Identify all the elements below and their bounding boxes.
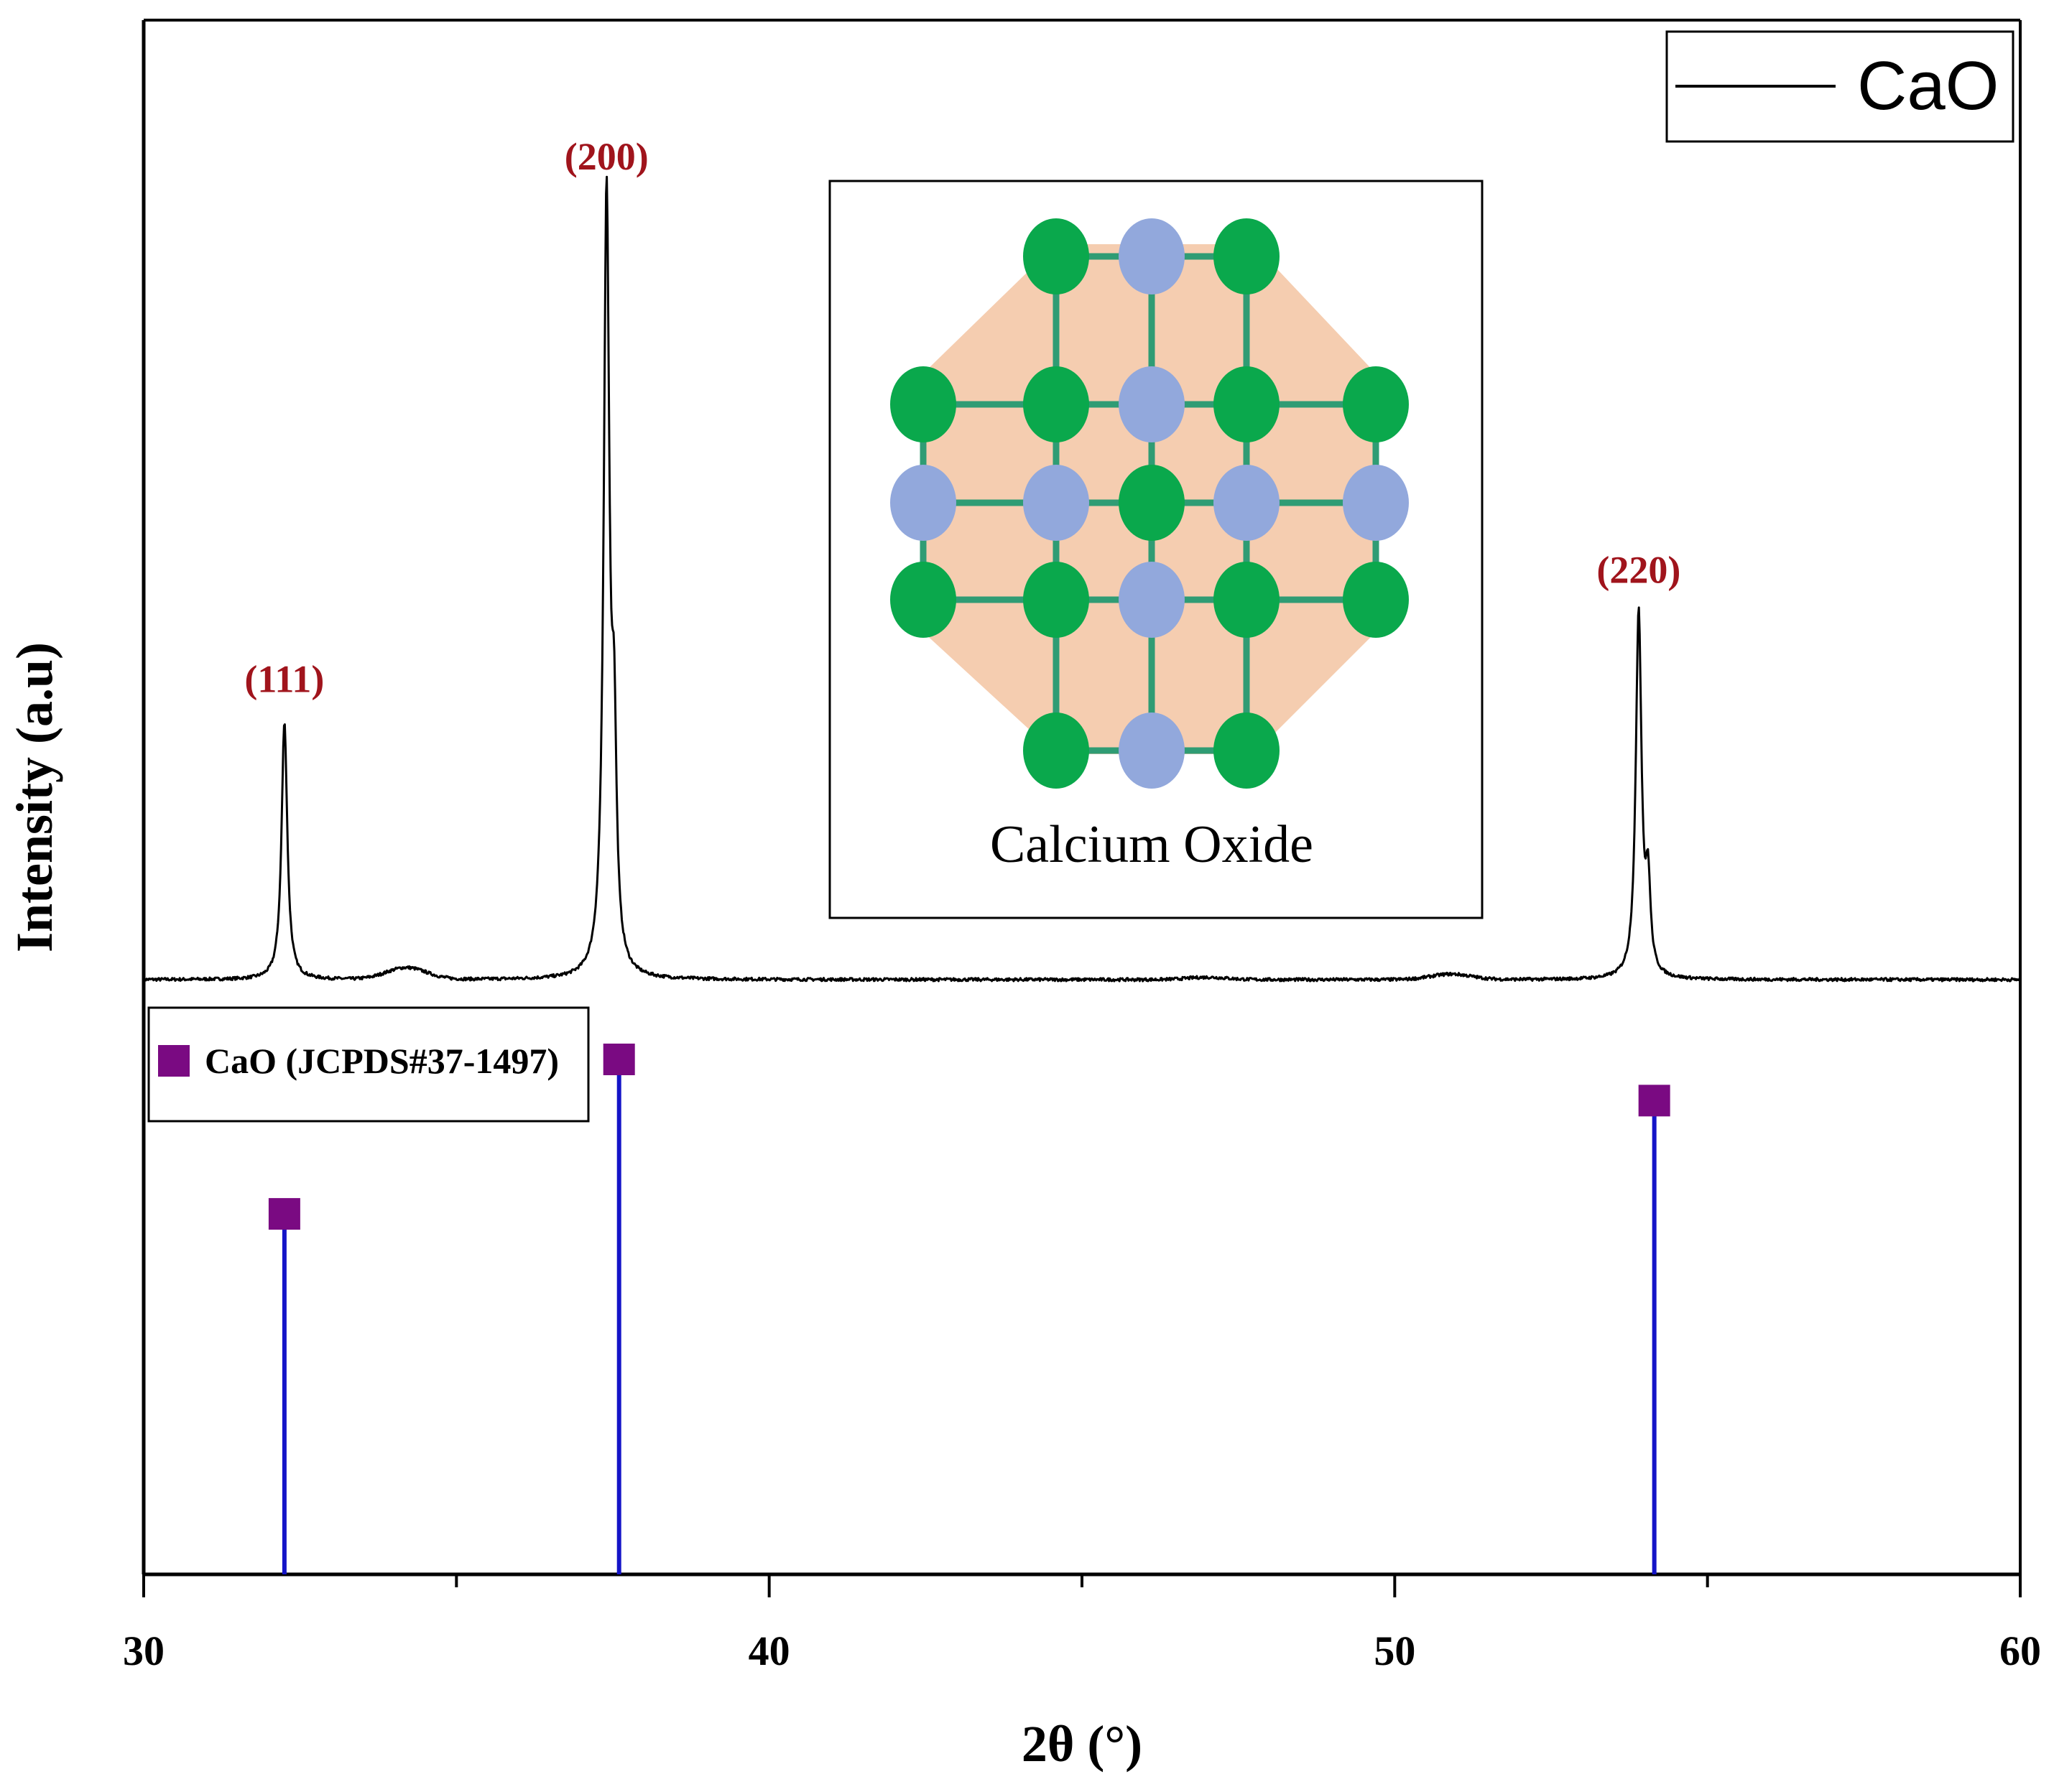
legend-top: CaO — [1665, 30, 2014, 143]
x-tick-labels: 30 40 50 60 — [123, 1628, 2041, 1674]
x-tick-label: 50 — [1374, 1628, 1415, 1674]
peak-label: (111) — [244, 658, 324, 701]
calcium-atom — [1343, 562, 1409, 638]
legend-bottom: CaO (JCPDS#37-1497) — [147, 1006, 590, 1123]
cao-pattern-line — [142, 175, 2022, 983]
oxygen-atom — [1023, 465, 1089, 541]
reference-marker — [603, 1044, 635, 1075]
oxygen-atom — [1119, 562, 1185, 638]
calcium-atom — [1023, 562, 1089, 638]
calcium-atom — [1023, 218, 1089, 294]
x-ticks — [142, 1574, 2022, 1597]
calcium-atom — [890, 366, 956, 442]
calcium-atom — [1343, 366, 1409, 442]
calcium-atom — [1119, 465, 1185, 541]
calcium-atom — [1023, 366, 1089, 442]
calcium-atom — [1213, 366, 1280, 442]
x-tick-label: 60 — [1999, 1628, 2041, 1674]
legend-bottom-label: CaO (JCPDS#37-1497) — [205, 1041, 559, 1081]
oxygen-atom — [1343, 465, 1409, 541]
inset-caption: Calcium Oxide — [990, 815, 1313, 874]
reference-marker — [268, 1198, 300, 1230]
oxygen-atom — [1119, 712, 1185, 789]
oxygen-atom — [1119, 218, 1185, 294]
reference-sticks — [268, 1044, 1670, 1574]
calcium-atom — [1213, 712, 1280, 789]
lattice-inset: Calcium Oxide — [828, 180, 1484, 919]
legend-bottom-frame — [147, 1006, 590, 1123]
oxygen-atom — [890, 465, 956, 541]
oxygen-atom — [1119, 366, 1185, 442]
oxygen-atom — [1213, 465, 1280, 541]
peak-label: (200) — [565, 135, 649, 178]
calcium-atom — [1213, 562, 1280, 638]
legend-top-label: CaO — [1857, 47, 1999, 124]
reference-marker — [1638, 1085, 1670, 1117]
peak-label: (220) — [1596, 549, 1680, 592]
legend-bottom-marker — [158, 1045, 190, 1077]
calcium-atom — [890, 562, 956, 638]
x-tick-label: 30 — [123, 1628, 165, 1674]
x-tick-label: 40 — [749, 1628, 790, 1674]
calcium-atom — [1023, 712, 1089, 789]
y-axis-label: Intensity (a.u) — [6, 642, 63, 952]
peak-labels: (111) (200) (220) — [244, 135, 1680, 701]
x-axis-label: 2θ (°) — [1022, 1715, 1142, 1773]
calcium-atom — [1213, 218, 1280, 294]
lattice-atoms — [890, 218, 1409, 789]
